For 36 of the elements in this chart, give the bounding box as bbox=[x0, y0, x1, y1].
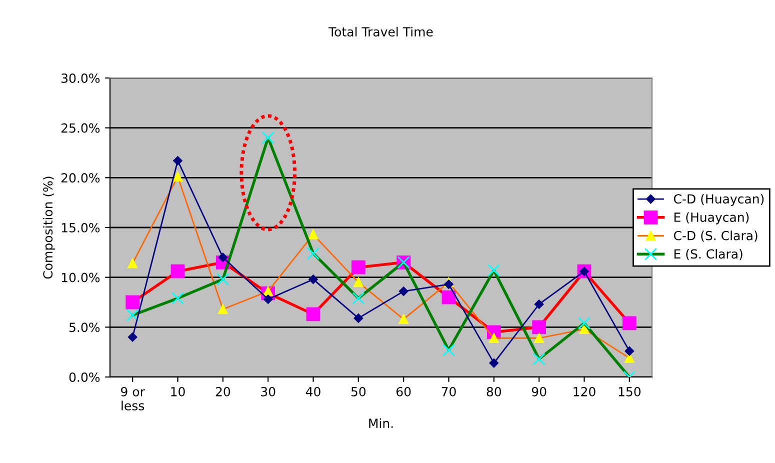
y-axis-title: Composition (%) bbox=[42, 176, 56, 279]
x-tick-label: 50 bbox=[351, 386, 366, 396]
point bbox=[624, 346, 634, 356]
point bbox=[354, 314, 364, 323]
y-tick-label: 10.0% bbox=[62, 272, 100, 282]
x-tick-label: 70 bbox=[442, 386, 456, 396]
x-tick-label: 150 bbox=[618, 386, 641, 396]
x-tick-label: 20 bbox=[216, 386, 230, 396]
legend-label: E (S. Clara) bbox=[674, 248, 742, 260]
y-tick-label: 30.0% bbox=[62, 73, 100, 83]
x-tick-label: 80 bbox=[486, 386, 502, 396]
point bbox=[128, 332, 138, 342]
y-tick-label: 0.0% bbox=[69, 372, 100, 382]
chart-title: Total Travel Time bbox=[328, 26, 433, 37]
point bbox=[173, 156, 182, 166]
point bbox=[444, 280, 454, 289]
point bbox=[534, 300, 544, 309]
x-tick-label: 30 bbox=[261, 386, 276, 396]
x-tick-label: 9 or less bbox=[121, 386, 145, 410]
x-tick-label: 60 bbox=[396, 386, 411, 396]
legend-label: C-D (S. Clara) bbox=[674, 230, 758, 242]
x-tick-label: 90 bbox=[532, 386, 546, 396]
y-tick-label: 5.0% bbox=[69, 322, 100, 332]
x-tick-label: 120 bbox=[574, 386, 596, 396]
legend-label: E (Huaycan) bbox=[674, 212, 749, 224]
point bbox=[489, 358, 499, 368]
x-axis-title: Min. bbox=[369, 418, 393, 428]
y-tick-label: 15.0% bbox=[62, 222, 100, 232]
x-tick-label: 10 bbox=[171, 386, 185, 396]
point bbox=[398, 286, 408, 296]
point bbox=[263, 294, 273, 304]
x-tick-label: 40 bbox=[306, 386, 320, 396]
point bbox=[308, 274, 318, 284]
y-tick-label: 20.0% bbox=[61, 173, 100, 183]
y-tick-label: 25.0% bbox=[61, 123, 100, 133]
legend-label: C-D (Huaycan) bbox=[674, 194, 764, 206]
